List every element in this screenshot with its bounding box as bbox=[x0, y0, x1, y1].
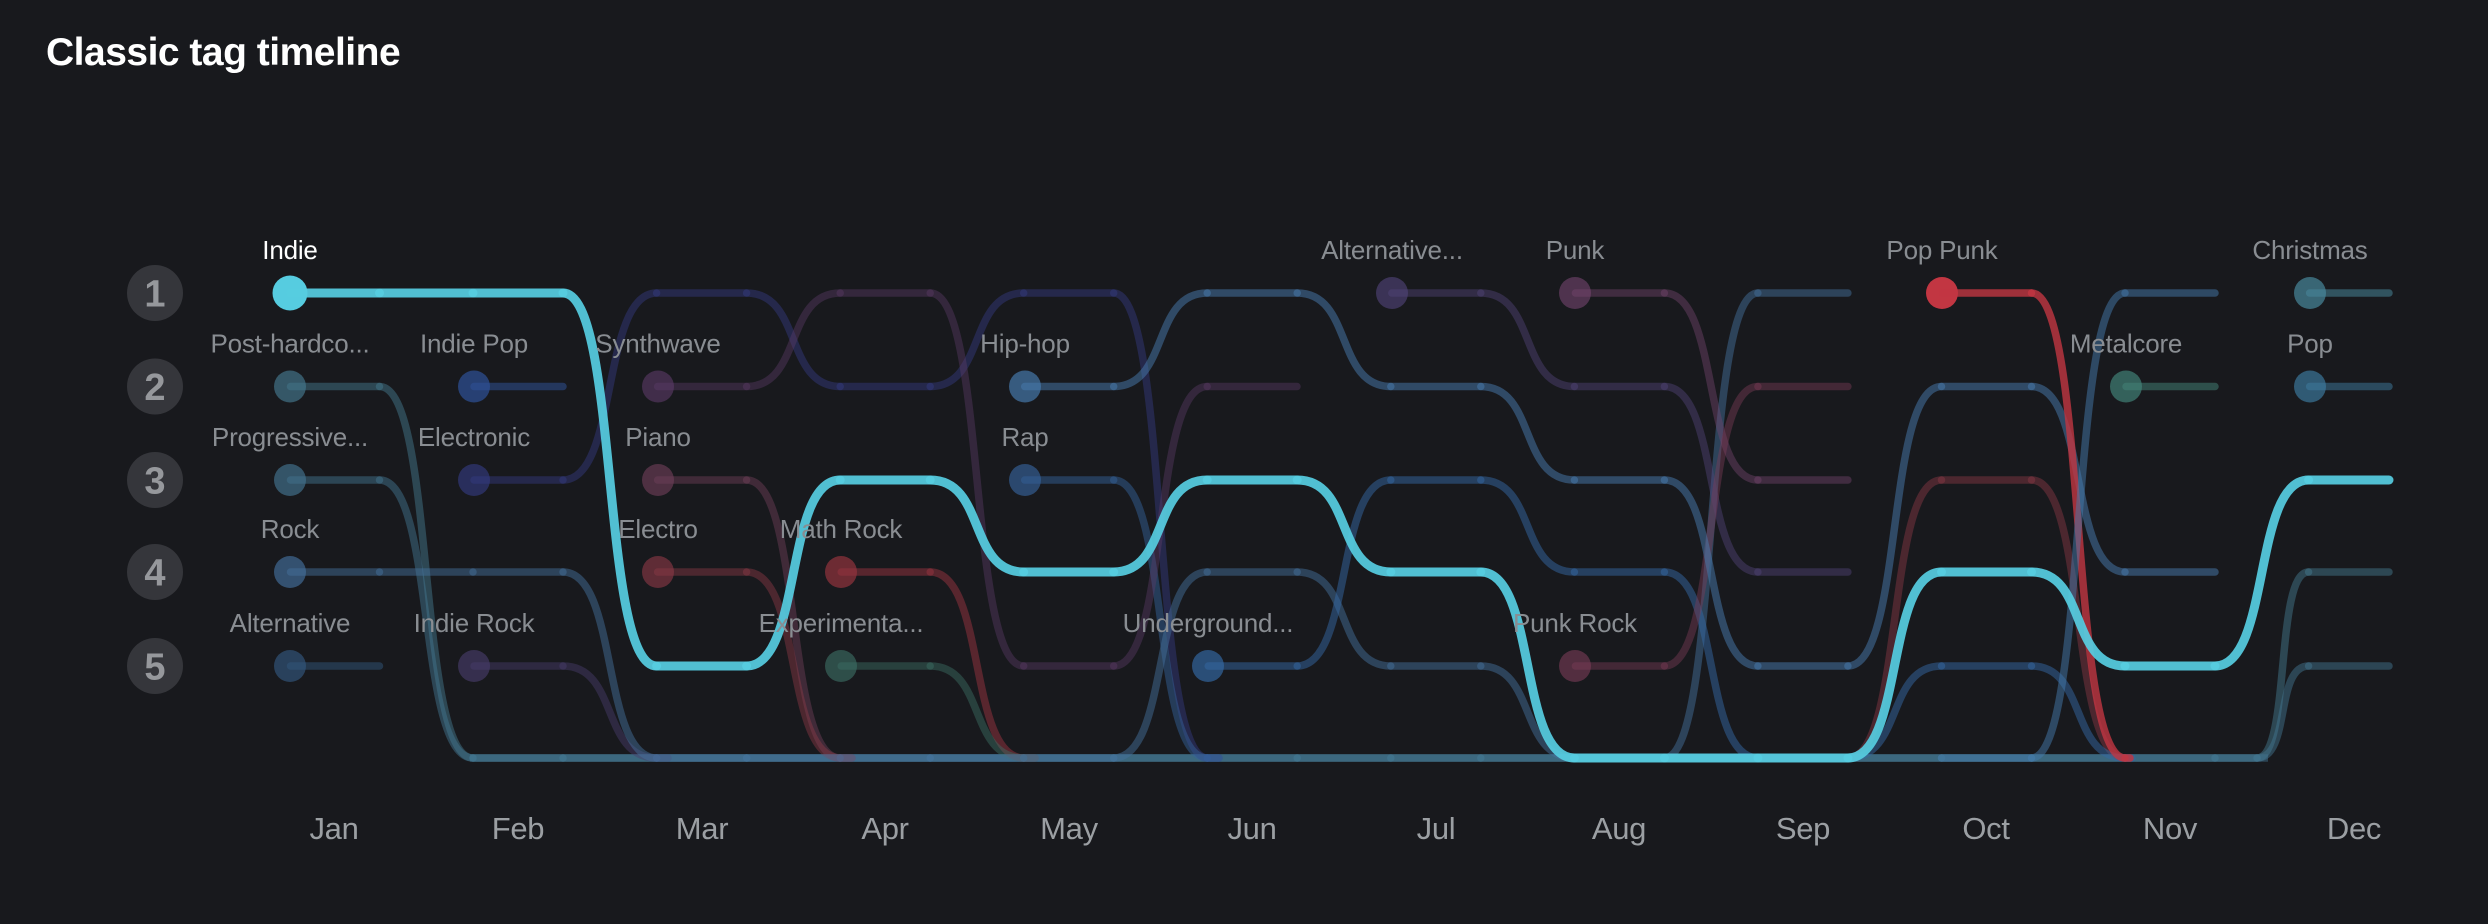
svg-text:May: May bbox=[1040, 811, 1098, 846]
svg-text:Indie Pop: Indie Pop bbox=[420, 329, 528, 359]
svg-text:Progressive...: Progressive... bbox=[212, 422, 368, 452]
svg-text:Punk: Punk bbox=[1546, 235, 1606, 265]
svg-text:Dec: Dec bbox=[2327, 811, 2381, 846]
svg-text:Electronic: Electronic bbox=[418, 422, 530, 452]
svg-text:1: 1 bbox=[144, 274, 165, 316]
svg-text:Piano: Piano bbox=[625, 422, 691, 452]
svg-text:Jun: Jun bbox=[1227, 811, 1276, 846]
svg-text:Electro: Electro bbox=[618, 514, 698, 544]
svg-text:3: 3 bbox=[144, 461, 165, 503]
svg-text:4: 4 bbox=[144, 553, 165, 595]
svg-text:Aug: Aug bbox=[1592, 811, 1646, 846]
svg-text:Jul: Jul bbox=[1417, 811, 1456, 846]
svg-text:Metalcore: Metalcore bbox=[2070, 329, 2182, 359]
svg-text:Sep: Sep bbox=[1776, 811, 1830, 846]
svg-text:Punk Rock: Punk Rock bbox=[1513, 608, 1638, 638]
svg-text:Synthwave: Synthwave bbox=[595, 329, 720, 359]
svg-text:Feb: Feb bbox=[492, 811, 545, 846]
svg-text:5: 5 bbox=[144, 647, 165, 689]
svg-text:2: 2 bbox=[144, 367, 165, 409]
svg-text:Rock: Rock bbox=[261, 514, 321, 544]
svg-text:Alternative: Alternative bbox=[230, 608, 351, 638]
svg-text:Oct: Oct bbox=[1962, 811, 2010, 846]
svg-text:Math Rock: Math Rock bbox=[780, 514, 904, 544]
svg-text:Indie: Indie bbox=[262, 235, 317, 265]
svg-text:Christmas: Christmas bbox=[2252, 235, 2367, 265]
svg-text:Experimenta...: Experimenta... bbox=[759, 608, 924, 638]
svg-text:Rap: Rap bbox=[1001, 422, 1048, 452]
svg-text:Apr: Apr bbox=[861, 811, 908, 846]
svg-text:Pop Punk: Pop Punk bbox=[1886, 235, 1998, 265]
svg-text:Mar: Mar bbox=[676, 811, 729, 846]
svg-text:Jan: Jan bbox=[309, 811, 358, 846]
svg-text:Nov: Nov bbox=[2143, 811, 2198, 846]
svg-text:Underground...: Underground... bbox=[1123, 608, 1294, 638]
svg-text:Pop: Pop bbox=[2287, 329, 2333, 359]
svg-text:Indie Rock: Indie Rock bbox=[414, 608, 536, 638]
svg-text:Alternative...: Alternative... bbox=[1321, 235, 1463, 265]
svg-text:Hip-hop: Hip-hop bbox=[980, 329, 1070, 359]
svg-text:Post-hardco...: Post-hardco... bbox=[210, 329, 369, 359]
